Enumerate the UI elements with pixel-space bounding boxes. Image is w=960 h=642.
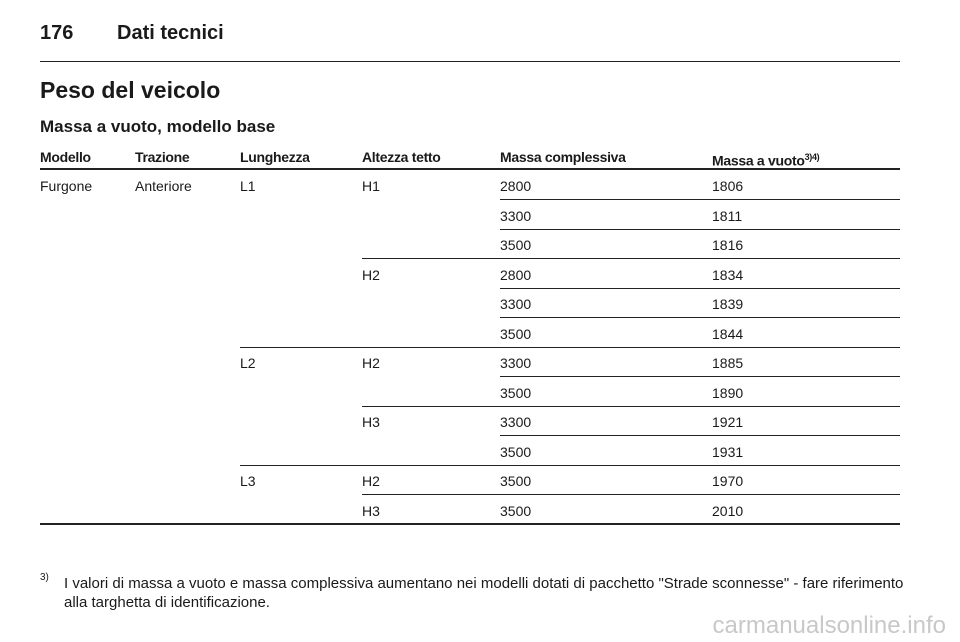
column-header: Massa a vuoto3)4) [712,152,820,169]
table-cell: 3500 [500,237,532,253]
section-title: Dati tecnici [117,22,224,44]
column-header: Trazione [135,149,190,165]
row-rule [362,494,900,495]
table-cell: 3300 [500,414,532,430]
header-rule [40,168,900,170]
table-cell: 2010 [712,502,744,519]
table-cell: 3300 [500,207,532,224]
table-cell: 1885 [712,355,744,371]
table-cell: H2 [362,266,380,283]
table-cell: L2 [240,355,256,371]
header-rule [40,61,900,62]
title: Peso del veicolo [40,77,221,103]
row-rule [362,405,900,407]
table-cell: 1811 [712,207,743,224]
table-cell: 2800 [500,266,532,283]
table-cell: H2 [362,355,380,371]
table-cell: 1931 [712,443,744,460]
row-rule [500,287,900,289]
column-header: Modello [40,149,91,165]
row-rule [500,199,900,200]
row-rule [240,346,900,348]
table-cell: H1 [362,178,380,194]
table-cell: 1970 [712,473,744,489]
table-cell: 3500 [500,325,532,342]
table-cell: H3 [362,414,380,430]
column-header-sup: 3)4) [804,152,820,162]
table-cell: H2 [362,473,380,489]
column-header: Altezza tetto [362,149,441,165]
table-cell: 3500 [500,384,532,401]
row-rule [500,435,900,436]
table-cell: 1844 [712,325,744,342]
table-cell: 1816 [712,237,744,253]
table-cell: 1806 [712,178,744,194]
table-cell: 3300 [500,355,532,371]
table-cell: Anteriore [135,178,192,194]
column-header: Massa complessiva [500,149,626,165]
table-cell: 1921 [712,414,744,430]
table-cell: 2800 [500,178,532,194]
row-rule [500,317,900,318]
table-cell: L3 [240,473,256,489]
table-cell: H3 [362,502,380,519]
table-cell: L1 [240,178,256,194]
table-cell: 3500 [500,502,532,519]
row-rule [240,464,900,466]
subtitle: Massa a vuoto, modello base [40,117,276,136]
table-end-rule [40,523,900,525]
row-rule [500,376,900,377]
page-number: 176 [40,22,74,44]
row-rule [362,258,900,259]
footnote-marker: 3) [40,572,49,583]
table-cell: 3500 [500,443,532,460]
table-cell: Furgone [40,178,93,194]
table-cell: 1890 [712,384,744,401]
footnote-text: I valori di massa a vuoto e massa comple… [64,575,904,611]
column-header: Lunghezza [240,149,310,165]
table-cell: 1839 [712,296,744,312]
watermark: carmanualsonline.info [712,612,946,639]
row-rule [500,228,900,230]
table-cell: 1834 [712,266,744,283]
table-cell: 3500 [500,473,532,489]
table-cell: 3300 [500,296,532,312]
